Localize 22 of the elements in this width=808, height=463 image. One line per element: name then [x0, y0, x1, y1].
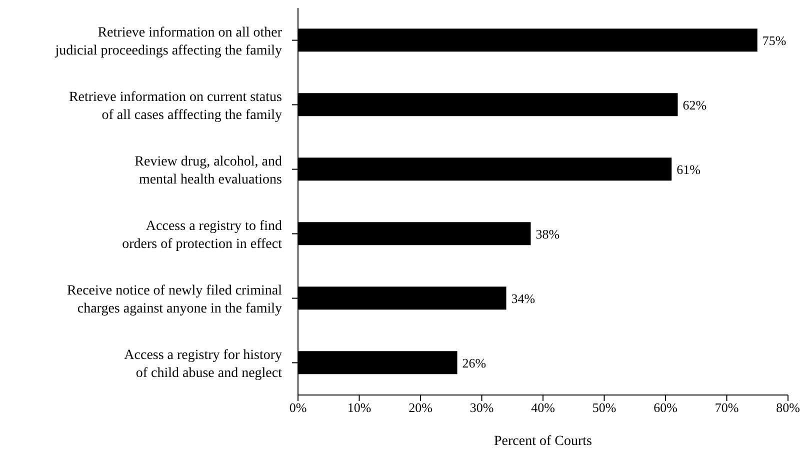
data-label: 38%	[536, 226, 560, 242]
x-tick-label: 50%	[592, 400, 616, 416]
y-tick-label: Access a registry to find orders of protection in effect	[122, 218, 282, 252]
x-tick-label: 80%	[776, 400, 800, 416]
x-tick-label: 70%	[714, 400, 739, 416]
data-label: 75%	[762, 32, 786, 48]
x-tick-label: 30%	[470, 400, 494, 416]
y-tick-label: Retrieve information on all other judicial proceedings affecting the family	[54, 25, 282, 58]
x-tick-label: 60%	[654, 400, 678, 416]
x-tick-label: 40%	[531, 400, 556, 416]
data-label: 26%	[462, 355, 486, 370]
y-tick-label: Retrieve information on current status of all cases afffecting the family	[68, 90, 282, 123]
y-tick-label: Review drug, alcohol, and mental health evaluations	[134, 154, 282, 188]
y-tick-label: Access a registry for history of child abuse and neglect	[124, 348, 282, 381]
x-tick-label: 10%	[347, 400, 372, 416]
x-axis-title: Percent of Courts	[494, 434, 592, 449]
data-label: 61%	[676, 162, 701, 177]
y-tick-label: Receive notice of newly filed criminal charges against anyone in the family	[67, 283, 282, 316]
x-tick-label: 0%	[289, 400, 307, 416]
x-tick-label: 20%	[408, 400, 433, 416]
data-label: 34%	[511, 290, 536, 306]
data-label: 62%	[682, 97, 707, 112]
